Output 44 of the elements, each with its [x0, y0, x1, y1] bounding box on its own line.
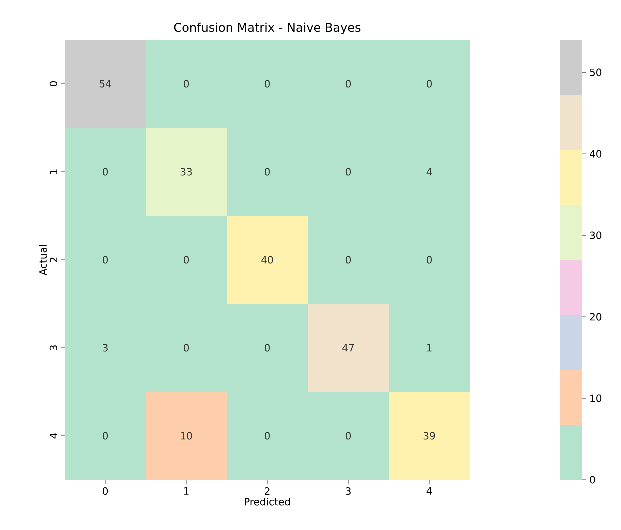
x-tick-label: 3 — [346, 488, 351, 496]
x-tick-label: 2 — [265, 488, 270, 495]
data-label: 0 — [264, 432, 270, 440]
y-tick-label: 4 — [50, 433, 58, 439]
data-label: 0 — [346, 80, 352, 88]
data-label: 0 — [184, 80, 190, 88]
data-label: 0 — [346, 256, 352, 264]
data-label: 0 — [102, 256, 108, 264]
data-label: 3 — [103, 344, 108, 352]
data-label: 4 — [426, 168, 432, 176]
y-tick-label: 2 — [50, 258, 58, 262]
color-bar-label: 10 — [590, 394, 602, 402]
data-label: 39 — [424, 432, 436, 440]
y-tick-label: 1 — [50, 170, 58, 174]
data-label: 0 — [184, 344, 190, 352]
color-bar-label: 0 — [590, 476, 596, 484]
x-tick-label: 1 — [184, 488, 189, 495]
data-label: 10 — [181, 432, 192, 440]
y-axis-title: Actual — [39, 245, 48, 276]
data-label: 0 — [184, 256, 190, 264]
x-tick-label: 4 — [426, 488, 432, 495]
data-label: 47 — [342, 344, 354, 352]
data-label: 0 — [264, 168, 270, 176]
x-axis-title: Predicted — [245, 498, 290, 506]
data-label: 0 — [264, 344, 270, 352]
data-label: 0 — [346, 432, 352, 440]
data-label: 0 — [102, 432, 108, 440]
chart-title: Confusion Matrix - Naive Bayes — [174, 22, 361, 34]
color-bar-label: 50 — [590, 68, 602, 76]
data-label: 0 — [426, 256, 432, 264]
data-label: 33 — [180, 168, 192, 176]
data-label: 54 — [100, 80, 112, 88]
color-bar-label: 20 — [590, 313, 602, 321]
y-tick-label: 3 — [50, 346, 58, 350]
data-label: 0 — [102, 168, 108, 176]
color-bar-label: 30 — [590, 232, 602, 240]
data-label: 0 — [426, 80, 432, 88]
data-label: 40 — [262, 256, 274, 264]
data-label: 1 — [427, 344, 432, 352]
color-bar-label: 40 — [590, 150, 602, 158]
y-tick-label: 0 — [50, 81, 58, 87]
data-label: 0 — [346, 168, 352, 176]
data-label: 0 — [264, 80, 270, 88]
x-tick-label: 0 — [102, 488, 108, 496]
